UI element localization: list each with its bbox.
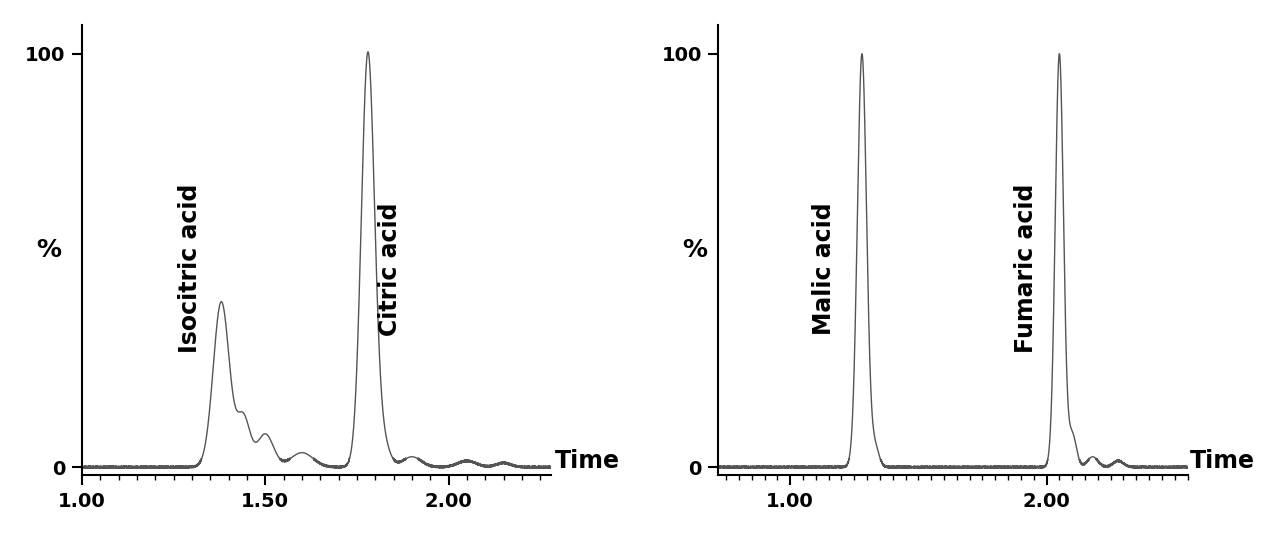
Y-axis label: %: % (37, 238, 61, 262)
Text: Isocitric acid: Isocitric acid (178, 184, 202, 353)
Text: Time: Time (554, 449, 620, 473)
Text: Fumaric acid: Fumaric acid (1014, 184, 1038, 353)
Text: Time: Time (1190, 449, 1256, 473)
Text: Malic acid: Malic acid (812, 203, 836, 335)
Y-axis label: %: % (682, 238, 708, 262)
Text: Citric acid: Citric acid (378, 202, 402, 336)
